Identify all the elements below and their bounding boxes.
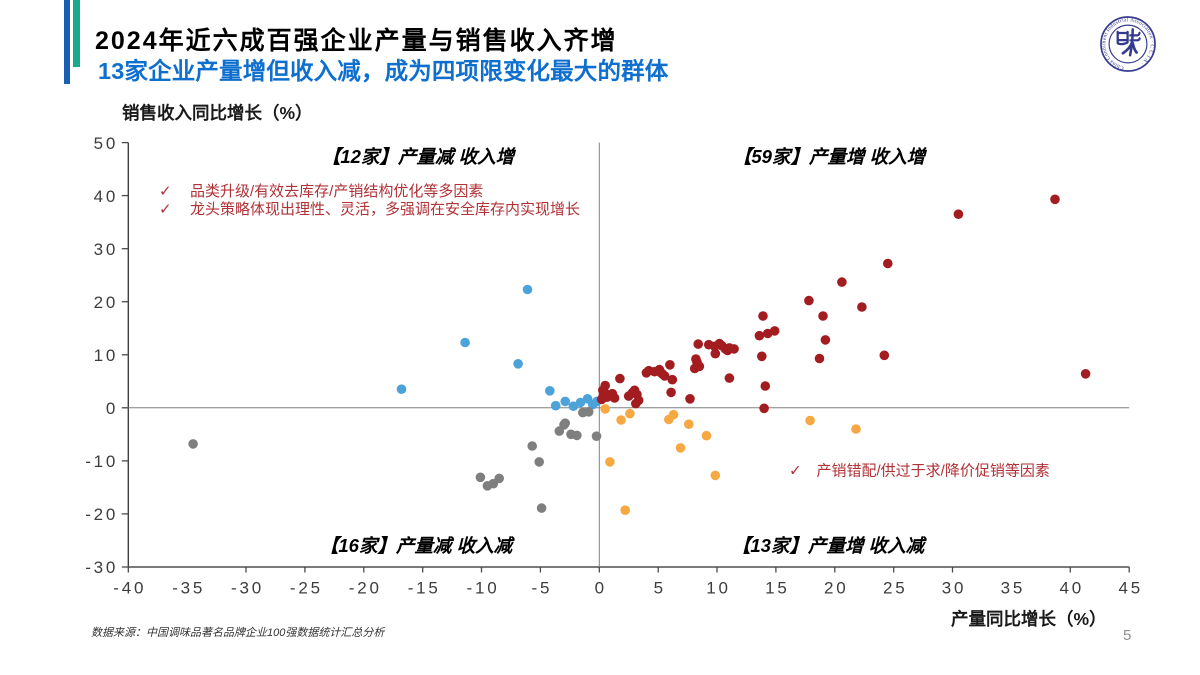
svg-text:【13家】产量增 收入减: 【13家】产量增 收入减	[732, 535, 928, 556]
svg-text:40: 40	[1060, 578, 1085, 597]
svg-text:40: 40	[94, 187, 119, 206]
svg-text:0: 0	[106, 399, 118, 418]
svg-text:20: 20	[824, 578, 849, 597]
svg-text:-30: -30	[231, 578, 264, 597]
svg-text:-10: -10	[85, 452, 118, 471]
svg-text:品类升级/有效去库存/产销结构优化等多因素: 品类升级/有效去库存/产销结构优化等多因素	[190, 182, 483, 200]
svg-text:10: 10	[706, 578, 731, 597]
svg-text:✓: ✓	[159, 183, 172, 200]
svg-text:【12家】产量减 收入增: 【12家】产量减 收入增	[322, 146, 517, 167]
svg-text:5: 5	[654, 578, 666, 597]
svg-text:✓: ✓	[789, 463, 802, 480]
svg-text:-30: -30	[85, 558, 118, 577]
svg-text:-35: -35	[172, 578, 205, 597]
svg-text:【59家】产量增 收入增: 【59家】产量增 收入增	[733, 146, 928, 167]
svg-text:30: 30	[942, 578, 967, 597]
svg-text:50: 50	[94, 134, 119, 153]
svg-text:产销错配/供过于求/降价促销等因素: 产销错配/供过于求/降价促销等因素	[817, 462, 1050, 480]
svg-text:10: 10	[94, 346, 119, 365]
svg-text:15: 15	[765, 578, 790, 597]
svg-text:龙头策略体现出理性、灵活，多强调在安全库存内实现增长: 龙头策略体现出理性、灵活，多强调在安全库存内实现增长	[190, 200, 580, 218]
svg-text:-5: -5	[532, 578, 553, 597]
svg-text:销售收入同比增长（%）: 销售收入同比增长（%）	[122, 103, 313, 123]
svg-text:45: 45	[1118, 578, 1143, 597]
svg-text:-20: -20	[85, 505, 118, 524]
svg-text:0: 0	[595, 578, 607, 597]
svg-text:35: 35	[1001, 578, 1026, 597]
svg-text:25: 25	[883, 578, 908, 597]
svg-text:✓: ✓	[159, 201, 172, 218]
svg-text:-25: -25	[290, 578, 323, 597]
svg-text:-10: -10	[467, 578, 500, 597]
svg-text:30: 30	[94, 240, 119, 259]
svg-text:-15: -15	[408, 578, 441, 597]
svg-text:产量同比增长（%）: 产量同比增长（%）	[951, 609, 1107, 629]
svg-text:【16家】产量减 收入减: 【16家】产量减 收入减	[320, 535, 516, 556]
svg-text:20: 20	[94, 293, 119, 312]
svg-text:-20: -20	[349, 578, 382, 597]
svg-text:-40: -40	[113, 578, 146, 597]
